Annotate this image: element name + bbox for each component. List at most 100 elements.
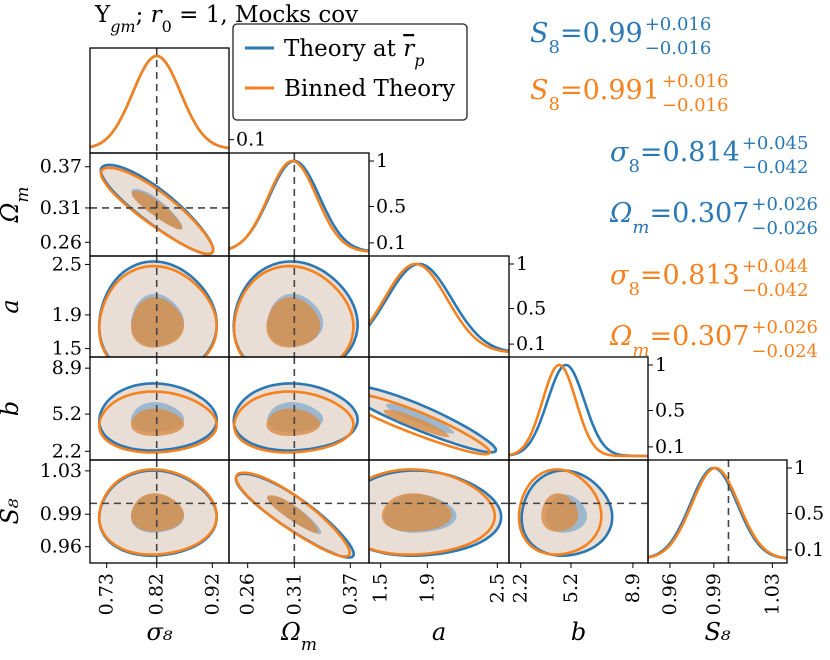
contour-outer-1	[97, 390, 219, 454]
marginal-curve-a-0	[367, 262, 510, 353]
contour-outer-0	[369, 386, 498, 454]
contour-panel-Omega_m-vs-sigma8	[89, 152, 230, 257]
contour-outer-1	[232, 390, 355, 454]
constraint-upper: +0.016	[662, 71, 729, 92]
contour-panel-S8-vs-b	[508, 459, 649, 564]
x-tick-label-Omega_m: 0.26	[237, 573, 259, 615]
legend-layer: Theory at rp Binned Theory	[232, 23, 468, 121]
constraint-upper: +0.016	[645, 14, 712, 35]
panel-frame	[508, 459, 649, 564]
x-axis-label-Omega_m: Ωm	[280, 618, 317, 655]
constraint-Omega_m-3: Ωm=0.307 +0.026 −0.026	[609, 194, 818, 239]
legend-label-0: Theory at rp	[284, 36, 424, 70]
constraint-lower: −0.026	[751, 218, 818, 239]
contour-inner-1	[266, 408, 321, 436]
contour-panel-S8-vs-sigma8	[89, 459, 230, 564]
y-tick-label-a: 1.9	[52, 304, 82, 326]
x-axis-label-S8: S₈	[704, 618, 730, 646]
diag-tick-label-S8: 0.1	[794, 539, 824, 561]
y-axis-label-b: b	[0, 401, 24, 416]
x-tick-label-S8: 1.03	[761, 573, 783, 615]
contour-panel-b-vs-a	[368, 356, 510, 461]
constraint-text: Ωm=0.307	[609, 321, 749, 361]
constraint-lower: −0.016	[645, 38, 712, 59]
y-tick-label-b: 5.2	[52, 403, 82, 425]
contour-inner-1	[267, 495, 319, 533]
diag-tick-label-a: 1	[516, 253, 528, 275]
contour-inner-1	[383, 409, 450, 438]
y-tick-label-Omega_m: 0.31	[40, 197, 82, 219]
y-tick-label-S8: 0.99	[40, 503, 82, 525]
diag-panel-sigma8	[89, 47, 234, 154]
constraint-sigma8-2: σ8=0.814 +0.045 −0.042	[610, 133, 808, 178]
legend-label-1: Binned Theory	[284, 76, 455, 102]
marginal-curve-sigma8-1	[89, 54, 230, 150]
constraint-upper: +0.026	[751, 317, 818, 338]
x-tick-label-sigma8: 0.92	[201, 573, 223, 615]
x-tick-label-a: 2.5	[486, 573, 508, 603]
contour-panel-S8-vs-Omega_m	[228, 459, 370, 564]
x-tick-label-sigma8: 0.82	[146, 573, 168, 615]
x-tick-label-a: 1.5	[370, 573, 392, 603]
x-axis-label-sigma8: σ₈	[146, 618, 172, 646]
x-axis-label-b: b	[571, 618, 586, 646]
contour-inner-1	[266, 297, 321, 348]
panel-frame	[89, 47, 230, 154]
contour-panel-b-vs-sigma8	[89, 356, 230, 461]
constraint-text: S8=0.991	[530, 75, 660, 115]
marginal-curve-b-1	[508, 363, 648, 458]
x-tick-label-Omega_m: 0.31	[283, 573, 305, 615]
x-tick-label-Omega_m: 0.37	[339, 573, 361, 615]
diag-tick-label-a: 0.1	[516, 333, 546, 355]
diag-tick-label-Omega_m: 0.5	[376, 196, 406, 218]
y-axis-label-S8: S₈	[0, 498, 24, 524]
diag-panel-S8	[647, 459, 792, 564]
panel-frame	[228, 152, 370, 257]
panels-layer	[89, 47, 792, 564]
marginal-curve-a-1	[367, 262, 510, 354]
constraint-upper: +0.045	[742, 133, 809, 154]
contour-inner-1	[131, 408, 185, 436]
constraint-lower: −0.016	[662, 95, 729, 116]
constraint-S8-0: S8=0.99 +0.016 −0.016	[530, 14, 711, 59]
constraint-text: σ8=0.814	[610, 137, 740, 177]
contour-inner-1	[131, 297, 185, 348]
y-tick-label-S8: 0.96	[40, 536, 82, 558]
constraint-sigma8-4: σ8=0.813 +0.044 −0.042	[610, 256, 808, 301]
diag-tick-label-b: 0.1	[655, 436, 685, 458]
diag-panel-a	[367, 255, 514, 358]
y-tick-label-a: 2.5	[52, 253, 82, 275]
contour-outer-1	[517, 468, 603, 556]
diag-tick-label-b: 0.5	[655, 400, 685, 422]
y-tick-label-b: 2.2	[52, 440, 82, 462]
marginal-curve-Omega_m-1	[228, 159, 370, 253]
y-tick-label-a: 1.5	[52, 338, 82, 360]
contour-outer-1	[369, 468, 497, 556]
contour-panel-S8-vs-a	[368, 459, 510, 564]
constraint-lower: −0.042	[742, 280, 809, 301]
constraint-lower: −0.024	[751, 341, 818, 362]
constraint-lower: −0.042	[742, 157, 809, 178]
contour-panel-a-vs-Omega_m	[228, 255, 370, 358]
diag-tick-label-b: 1	[655, 354, 667, 376]
constraint-text: Ωm=0.307	[609, 198, 749, 238]
contour-panel-a-vs-sigma8	[89, 255, 230, 358]
marginal-curve-Omega_m-0	[228, 159, 370, 253]
y-tick-label-S8: 1.03	[40, 460, 82, 482]
x-tick-label-S8: 0.96	[659, 573, 681, 615]
constraint-text: σ8=0.813	[610, 260, 740, 300]
contour-outer-0	[232, 382, 359, 452]
diag-tick-label-S8: 0.5	[794, 503, 824, 525]
legend-box	[232, 23, 468, 121]
contour-outer-0	[520, 469, 614, 558]
constraint-upper: +0.044	[742, 256, 809, 277]
x-tick-label-sigma8: 0.73	[96, 573, 118, 615]
contour-outer-1	[232, 264, 355, 357]
contour-inner-1	[131, 190, 183, 230]
diag-tick-label-sigma8: 0.1	[236, 129, 266, 151]
contour-outer-1	[234, 471, 352, 558]
y-tick-label-Omega_m: 0.26	[40, 231, 82, 253]
